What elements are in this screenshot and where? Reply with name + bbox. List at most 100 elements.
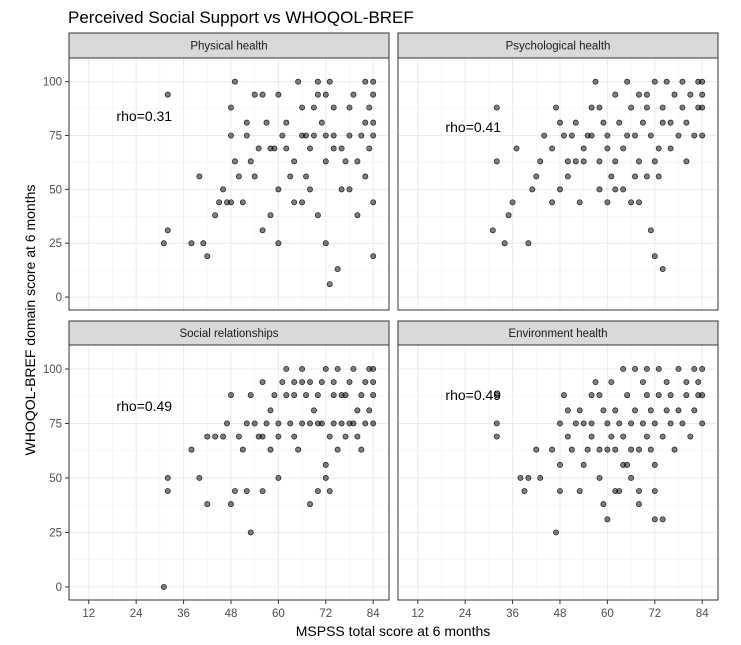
data-point — [326, 488, 333, 494]
data-point — [580, 145, 587, 152]
x-axis-title: MSPSS total score at 6 months — [296, 623, 491, 639]
data-point — [549, 199, 556, 206]
data-point — [592, 78, 599, 85]
data-point — [307, 379, 313, 386]
data-point — [580, 420, 587, 427]
data-point — [647, 407, 654, 414]
data-point — [267, 407, 274, 414]
data-point — [604, 132, 611, 139]
data-point — [318, 119, 325, 126]
data-point — [513, 145, 520, 152]
x-tick-label: 84 — [696, 608, 709, 620]
y-tick-label: 0 — [56, 292, 62, 304]
data-point — [330, 104, 337, 111]
data-point — [628, 199, 635, 206]
x-tick-label: 48 — [225, 608, 238, 620]
panel-border — [68, 344, 390, 601]
data-point — [493, 433, 500, 440]
data-point — [643, 104, 650, 111]
data-point — [655, 145, 662, 152]
facet-panel: Social relationships rho=0.49 — [68, 320, 390, 601]
data-point — [224, 420, 230, 427]
data-point — [604, 420, 611, 427]
data-point — [517, 474, 524, 481]
data-point — [663, 78, 670, 85]
data-point — [628, 104, 635, 111]
data-point — [636, 501, 642, 508]
data-point — [505, 212, 512, 219]
data-point — [489, 227, 496, 234]
data-point — [275, 186, 282, 193]
data-point — [537, 474, 544, 481]
data-point — [314, 420, 321, 427]
data-point — [683, 379, 690, 386]
y-tick-label: 25 — [49, 527, 62, 539]
data-point — [636, 199, 642, 206]
data-point — [362, 420, 369, 427]
data-point — [267, 145, 274, 152]
data-point — [651, 516, 658, 523]
data-point — [231, 158, 238, 165]
data-point — [279, 132, 286, 139]
data-point — [549, 446, 556, 453]
data-point — [318, 379, 325, 386]
y-axis-ticks: 0 25 50 75 100 0 25 50 75 100 — [43, 77, 69, 594]
data-point — [525, 474, 532, 481]
data-point — [596, 446, 603, 453]
data-point — [354, 158, 361, 165]
y-tick-label: 75 — [49, 418, 62, 430]
data-point — [564, 158, 571, 165]
data-point — [366, 104, 373, 111]
data-point — [310, 407, 317, 414]
data-point — [557, 461, 563, 468]
data-point — [204, 501, 211, 508]
data-point — [584, 446, 591, 453]
data-point — [683, 119, 690, 126]
data-point — [588, 104, 595, 111]
data-point — [247, 392, 254, 399]
panel-background — [69, 345, 389, 600]
data-point — [235, 173, 242, 180]
data-point — [612, 91, 619, 98]
data-point — [314, 392, 321, 399]
data-point — [231, 78, 238, 85]
data-point — [330, 392, 337, 399]
data-point — [243, 420, 250, 427]
data-point — [576, 199, 583, 206]
panel-background — [398, 345, 718, 600]
chart-title: Perceived Social Support vs WHOQOL-BREF — [68, 8, 414, 27]
data-point — [572, 420, 579, 427]
data-point — [330, 132, 337, 139]
data-point — [212, 212, 219, 219]
data-point — [647, 227, 654, 234]
data-point — [612, 446, 619, 453]
data-point — [291, 199, 298, 206]
data-point — [271, 392, 278, 399]
y-tick-label: 100 — [43, 364, 62, 376]
data-point — [699, 392, 706, 399]
data-point — [330, 420, 337, 427]
data-point — [307, 145, 313, 152]
data-point — [291, 392, 298, 399]
data-point — [243, 132, 250, 139]
x-tick-label: 60 — [272, 608, 285, 620]
facet-panel: Psychological health rho=0.41 — [397, 32, 719, 311]
data-point — [164, 227, 171, 234]
data-point — [679, 420, 686, 427]
data-point — [695, 379, 702, 386]
data-point — [358, 446, 365, 453]
x-tick-label: 12 — [82, 608, 95, 620]
data-point — [334, 366, 341, 372]
data-point — [338, 145, 345, 152]
data-point — [560, 392, 567, 399]
data-point — [572, 119, 579, 126]
data-point — [299, 379, 306, 386]
data-point — [616, 119, 623, 126]
data-point — [259, 488, 266, 494]
data-point — [675, 132, 682, 139]
data-point — [572, 158, 579, 165]
panel-background — [69, 58, 389, 310]
data-point — [620, 145, 627, 152]
data-point — [196, 474, 203, 481]
x-tick-label: 72 — [648, 608, 661, 620]
